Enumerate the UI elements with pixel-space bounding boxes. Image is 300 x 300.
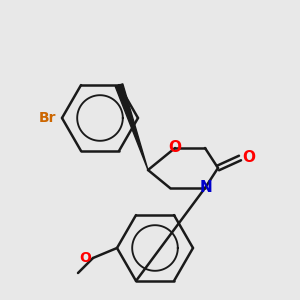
Text: O: O (169, 140, 182, 154)
Text: Br: Br (39, 111, 57, 125)
Text: O: O (242, 151, 256, 166)
Polygon shape (115, 84, 148, 170)
Text: N: N (200, 181, 212, 196)
Text: O: O (79, 251, 91, 265)
